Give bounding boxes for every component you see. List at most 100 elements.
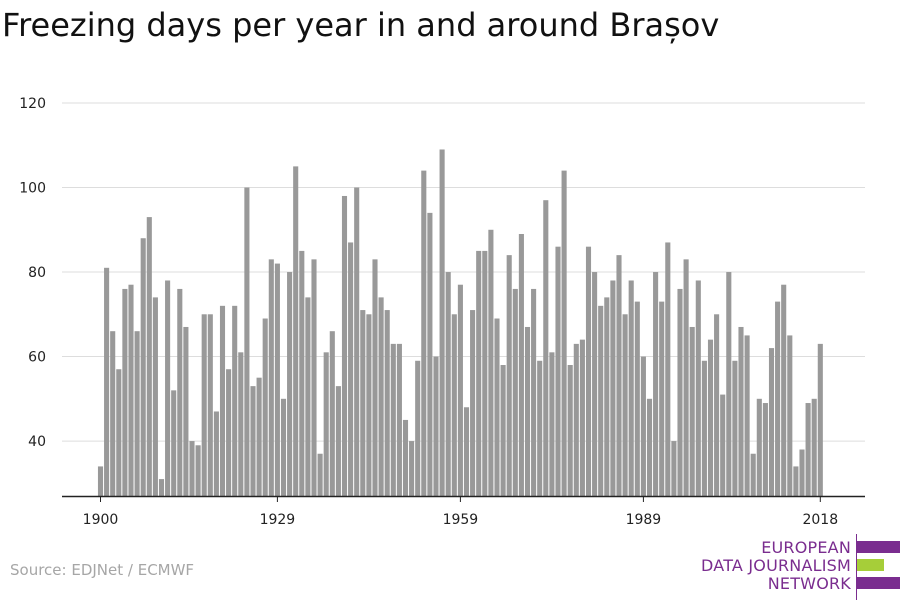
bar-1943: [360, 310, 366, 496]
bar-1901: [104, 267, 110, 496]
bar-1916: [195, 445, 201, 496]
bar-1951: [409, 441, 415, 496]
bar-1906: [134, 331, 140, 496]
bar-1958: [451, 314, 457, 496]
bar-1973: [543, 200, 549, 496]
logo-text-line-2: DATA JOURNALISM: [701, 556, 851, 575]
bar-2005: [738, 326, 744, 496]
bar-1911: [165, 280, 171, 496]
bar-1994: [671, 441, 677, 496]
bar-2015: [799, 449, 805, 496]
bar-1985: [616, 255, 622, 496]
bar-2018: [817, 343, 823, 496]
bar-1984: [610, 280, 616, 496]
bar-2002: [720, 394, 726, 496]
bar-1977: [567, 365, 573, 496]
bar-2008: [756, 398, 762, 496]
y-tick-label: 100: [19, 181, 46, 197]
bar-1944: [366, 314, 372, 496]
bar-1961: [470, 310, 476, 496]
bar-1905: [128, 284, 134, 496]
bar-1915: [189, 441, 195, 496]
bar-1966: [500, 365, 506, 496]
bar-1947: [384, 310, 390, 496]
chart-title: Freezing days per year in and around Bra…: [2, 6, 720, 44]
bar-2013: [787, 335, 793, 496]
bar-1953: [421, 170, 427, 496]
bar-2003: [726, 272, 732, 496]
bar-1918: [207, 314, 213, 496]
bar-1965: [494, 318, 500, 496]
bar-1980: [585, 246, 592, 496]
x-axis-labels: 1900 1929 1959 1989 2018: [83, 496, 838, 528]
bar-2000: [707, 339, 714, 496]
bar-1935: [311, 259, 317, 496]
bar-1946: [378, 297, 384, 496]
bar-1903: [116, 369, 122, 496]
logo-text-line-3: NETWORK: [767, 574, 851, 593]
bar-1914: [183, 326, 189, 496]
x-tick-label: 1900: [83, 512, 119, 528]
y-tick-label: 80: [28, 265, 46, 281]
bar-1930: [280, 398, 287, 496]
edjnet-logo: EUROPEAN DATA JOURNALISM NETWORK: [700, 530, 900, 600]
bar-1940: [341, 195, 348, 496]
bar-1964: [488, 229, 494, 496]
bar-1988: [634, 301, 640, 496]
bar-1959: [457, 284, 463, 496]
bar-2016: [805, 403, 811, 496]
logo-bar-2: [857, 559, 884, 571]
bar-1993: [665, 242, 671, 496]
bar-1970: [524, 326, 531, 496]
bar-1913: [177, 288, 183, 496]
bar-1952: [415, 360, 421, 496]
bar-1945: [372, 259, 378, 496]
bar-1939: [335, 386, 341, 496]
bar-1934: [305, 297, 311, 496]
y-axis-labels: 40 60 80 100 120: [19, 96, 46, 450]
bar-2009: [762, 403, 768, 496]
bar-1948: [390, 343, 396, 496]
x-tick-label: 1989: [626, 512, 662, 528]
bar-2011: [775, 301, 781, 496]
bar-1933: [299, 250, 305, 496]
bar-1967: [506, 255, 512, 496]
bar-1923: [238, 352, 244, 496]
bar-1955: [433, 356, 439, 496]
bar-1938: [329, 331, 335, 496]
bar-1989: [640, 356, 646, 496]
bar-1976: [561, 170, 567, 496]
logo-text-line-1: EUROPEAN: [761, 538, 851, 557]
bar-1919: [213, 411, 219, 496]
bar-1920: [219, 305, 226, 496]
source-note: Source: EDJNet / ECMWF: [10, 561, 195, 579]
bar-1956: [439, 149, 445, 496]
bar-1982: [598, 305, 604, 496]
y-tick-label: 40: [28, 434, 46, 450]
bar-2004: [732, 360, 738, 496]
bar-1907: [140, 238, 146, 496]
bars: [97, 149, 823, 497]
bar-1928: [268, 259, 274, 496]
y-tick-label: 120: [19, 96, 46, 112]
bar-2012: [781, 284, 787, 496]
bar-1998: [695, 280, 701, 496]
logo-divider: [856, 534, 857, 600]
bar-2014: [793, 466, 799, 496]
y-tick-label: 60: [28, 350, 46, 366]
bar-1910: [158, 479, 165, 496]
bar-1926: [256, 377, 262, 496]
bar-1986: [622, 314, 628, 496]
bar-1968: [512, 288, 518, 496]
bar-1978: [573, 343, 579, 496]
bar-2010: [768, 348, 775, 496]
bar-2001: [714, 314, 720, 496]
bar-1990: [646, 398, 653, 496]
bar-1962: [476, 250, 482, 496]
bar-1909: [152, 297, 158, 496]
bar-1931: [287, 272, 293, 496]
bar-1908: [146, 217, 152, 496]
bar-1922: [232, 305, 238, 496]
bar-1975: [555, 246, 561, 496]
